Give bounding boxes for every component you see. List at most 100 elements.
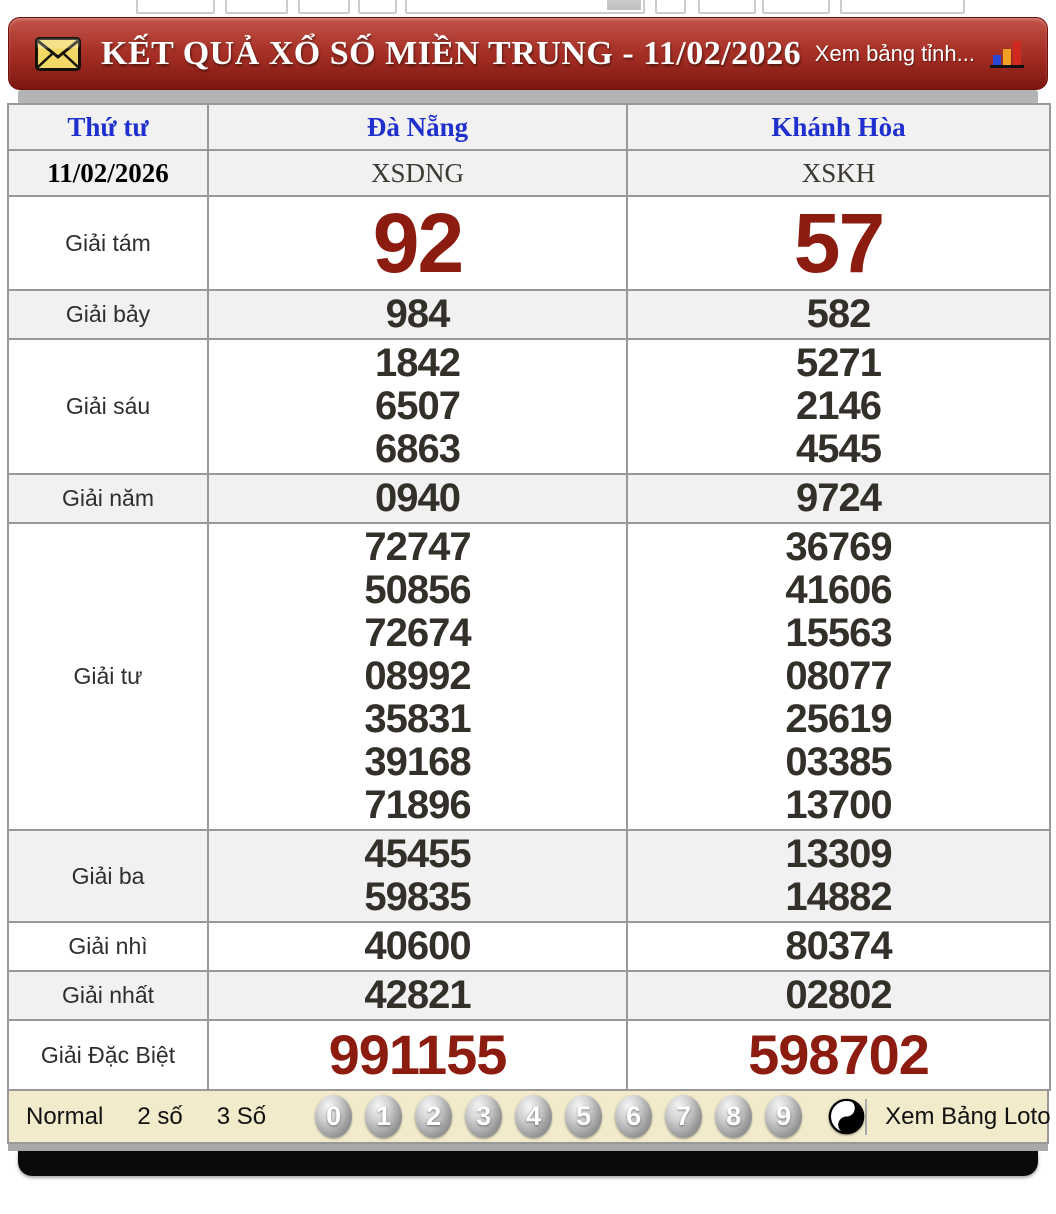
prize-number: 71896 — [364, 783, 471, 827]
prize-numbers-khanhhoa: 13309 14882 — [626, 829, 1051, 923]
envelope-icon — [35, 36, 81, 71]
column-header-khanhhoa[interactable]: Khánh Hòa — [626, 103, 1051, 151]
prize-numbers-danang: 42821 — [207, 970, 628, 1021]
prize-number: 582 — [806, 292, 872, 336]
header-shadow-strip — [18, 90, 1038, 103]
prize-row: Giải sáu 1842 6507 6863 5271 2146 4545 — [7, 338, 1051, 475]
prize-number: 72674 — [364, 611, 471, 655]
results-table: Thứ tư Đà Nẵng Khánh Hòa 11/02/2026 XSDN… — [7, 103, 1051, 1091]
prize-row: Giải nhì 40600 80374 — [7, 921, 1051, 972]
prize-numbers-danang: 92 — [207, 195, 628, 291]
bottom-shadow-bar — [18, 1151, 1038, 1176]
prize-numbers-khanhhoa: 36769 41606 15563 08077 25619 03385 13700 — [626, 522, 1051, 831]
prize-numbers-danang: 72747 50856 72674 08992 35831 39168 71896 — [207, 522, 628, 831]
prize-numbers-khanhhoa: 5271 2146 4545 — [626, 338, 1051, 475]
prize-row: Giải tư 72747 50856 72674 08992 35831 39168 718… — [7, 522, 1051, 831]
digit-ball-1[interactable]: 1 — [365, 1095, 403, 1138]
province-table-link[interactable]: Xem bảng tỉnh... — [814, 40, 975, 66]
digit-ball-0[interactable]: 0 — [315, 1095, 353, 1138]
cutoff-form-control[interactable] — [358, 0, 397, 14]
prize-label: Giải ba — [7, 829, 209, 923]
loto-link-zone: Xem Bảng Loto — [865, 1091, 1056, 1142]
prize-number: 08992 — [364, 654, 471, 698]
toolbar-tab-2so[interactable]: 2 số — [137, 1102, 183, 1130]
yin-yang-icon[interactable] — [828, 1096, 865, 1137]
prize-numbers-khanhhoa: 02802 — [626, 970, 1051, 1021]
date-row: 11/02/2026 XSDNG XSKH — [7, 149, 1051, 197]
prize-number: 13309 — [785, 832, 892, 876]
prize-number: 598702 — [748, 1023, 930, 1086]
cutoff-form-control[interactable] — [698, 0, 756, 14]
bar-chart-icon[interactable] — [989, 39, 1025, 69]
table-header-row: Thứ tư Đà Nẵng Khánh Hòa — [7, 103, 1051, 151]
prize-number: 984 — [385, 292, 451, 336]
prize-label: Giải bảy — [7, 289, 209, 340]
dropdown-button[interactable] — [607, 0, 641, 10]
prize-number: 991155 — [328, 1023, 508, 1086]
weekday-header: Thứ tư — [7, 103, 209, 151]
prize-numbers-danang: 991155 — [207, 1019, 628, 1091]
prize-number: 13700 — [785, 783, 892, 827]
prize-number: 45455 — [364, 832, 471, 876]
column-header-danang[interactable]: Đà Nẵng — [207, 103, 628, 151]
prize-row: Giải năm 0940 9724 — [7, 473, 1051, 524]
digit-ball-6[interactable]: 6 — [615, 1095, 653, 1138]
cutoff-form-control[interactable] — [762, 0, 830, 14]
prize-row: Giải bảy 984 582 — [7, 289, 1051, 340]
prize-label: Giải sáu — [7, 338, 209, 475]
digit-ball-5[interactable]: 5 — [565, 1095, 603, 1138]
prize-number: 4545 — [796, 427, 882, 471]
cutoff-select-control[interactable] — [405, 0, 645, 14]
prize-label: Giải tư — [7, 522, 209, 831]
toolbar-tab-normal[interactable]: Normal — [26, 1102, 104, 1130]
results-header: KẾT QUẢ XỔ SỐ MIỀN TRUNG - 11/02/2026 Xe… — [8, 17, 1048, 90]
prize-numbers-danang: 1842 6507 6863 — [207, 338, 628, 475]
prize-label: Giải nhì — [7, 921, 209, 972]
prize-number: 15563 — [785, 611, 892, 655]
digit-ball-4[interactable]: 4 — [515, 1095, 553, 1138]
view-loto-board-link[interactable]: Xem Bảng Loto — [885, 1102, 1051, 1130]
toolbar-tab-3so[interactable]: 3 Số — [216, 1102, 267, 1130]
cutoff-form-strip — [0, 0, 1056, 17]
prize-number: 03385 — [785, 740, 892, 784]
prize-number: 35831 — [364, 697, 471, 741]
prize-number: 08077 — [785, 654, 892, 698]
prize-number: 02802 — [785, 973, 892, 1017]
results-table-body: Thứ tư Đà Nẵng Khánh Hòa 11/02/2026 XSDN… — [7, 103, 1051, 1091]
cutoff-form-control[interactable] — [136, 0, 215, 14]
prize-row: Giải tám 92 57 — [7, 195, 1051, 291]
prize-row: Giải Đặc Biệt 991155 598702 — [7, 1019, 1051, 1091]
prize-number: 80374 — [785, 924, 892, 968]
prize-number: 42821 — [364, 973, 471, 1017]
prize-number: 25619 — [785, 697, 892, 741]
prize-numbers-danang: 45455 59835 — [207, 829, 628, 923]
digit-ball-8[interactable]: 8 — [715, 1095, 753, 1138]
divider — [865, 1098, 868, 1135]
cutoff-form-control[interactable] — [298, 0, 350, 14]
prize-number: 5271 — [796, 341, 882, 385]
station-code-danang: XSDNG — [207, 149, 628, 197]
digit-ball-3[interactable]: 3 — [465, 1095, 503, 1138]
prize-number: 9724 — [796, 476, 882, 520]
prize-numbers-danang: 0940 — [207, 473, 628, 524]
prize-row: Giải ba 45455 59835 13309 14882 — [7, 829, 1051, 923]
cutoff-form-control[interactable] — [840, 0, 965, 14]
prize-number: 40600 — [364, 924, 471, 968]
cutoff-form-control[interactable] — [655, 0, 686, 14]
prize-numbers-danang: 40600 — [207, 921, 628, 972]
digit-ball-9[interactable]: 9 — [765, 1095, 803, 1138]
prize-number: 92 — [372, 196, 464, 290]
bottom-gray-strip — [8, 1144, 1048, 1151]
prize-numbers-danang: 984 — [207, 289, 628, 340]
prize-number: 50856 — [364, 568, 471, 612]
station-code-khanhhoa: XSKH — [626, 149, 1051, 197]
digit-ball-2[interactable]: 2 — [415, 1095, 453, 1138]
digit-ball-7[interactable]: 7 — [665, 1095, 703, 1138]
prize-label: Giải tám — [7, 195, 209, 291]
prize-numbers-khanhhoa: 80374 — [626, 921, 1051, 972]
cutoff-form-control[interactable] — [225, 0, 288, 14]
prize-number: 59835 — [364, 875, 471, 919]
prize-number: 6507 — [375, 384, 461, 428]
prize-numbers-khanhhoa: 9724 — [626, 473, 1051, 524]
